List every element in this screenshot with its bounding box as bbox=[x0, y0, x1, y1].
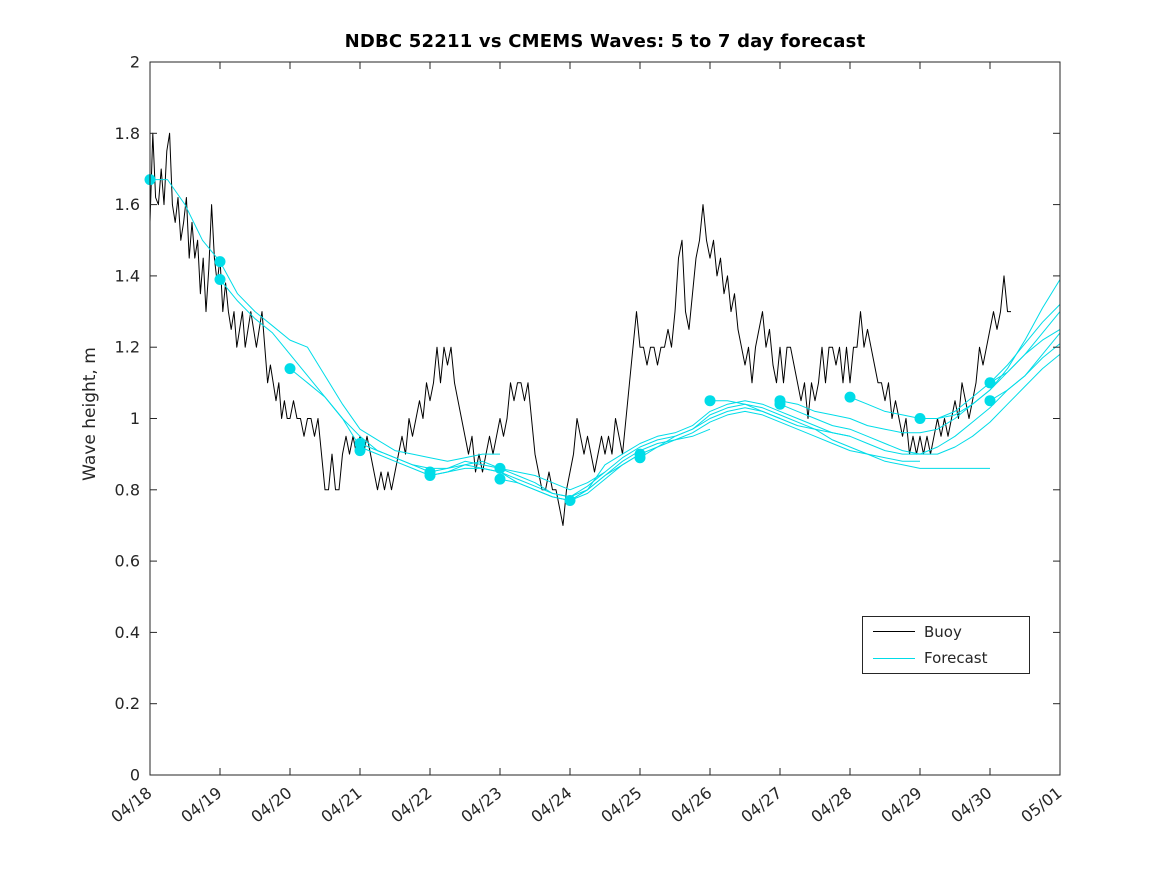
forecast-start-marker bbox=[984, 395, 996, 407]
y-axis-label: Wave height, m bbox=[80, 347, 100, 481]
x-tick-label: 04/25 bbox=[597, 783, 645, 826]
series-forecast-run-04-22 bbox=[429, 407, 781, 498]
x-tick-label: 04/28 bbox=[807, 783, 855, 826]
y-tick-label: 1.6 bbox=[115, 195, 140, 214]
series-forecast-run-04-30-b bbox=[989, 332, 1061, 402]
forecast-start-marker bbox=[984, 377, 996, 389]
forecast-start-marker bbox=[634, 452, 646, 464]
y-tick-label: 1.8 bbox=[115, 124, 140, 143]
forecast-start-marker bbox=[704, 395, 716, 407]
forecast-start-marker bbox=[214, 256, 226, 268]
y-tick-label: 0.4 bbox=[115, 623, 140, 642]
forecast-start-marker bbox=[494, 462, 506, 474]
x-tick-label: 04/26 bbox=[667, 783, 715, 826]
series-forecast-run-04-30-a bbox=[989, 311, 1061, 384]
x-tick-label: 04/20 bbox=[247, 783, 295, 826]
x-tick-label: 04/24 bbox=[527, 783, 575, 826]
series-forecast-run-04-20 bbox=[289, 368, 641, 498]
series-forecast-run-04-28 bbox=[849, 304, 1061, 419]
forecast-start-marker bbox=[774, 398, 786, 410]
series-forecast-run-04-24 bbox=[569, 410, 920, 501]
forecast-line-swatch bbox=[873, 657, 915, 659]
legend: Buoy Forecast bbox=[862, 616, 1030, 674]
x-tick-label: 04/19 bbox=[177, 783, 225, 826]
forecast-start-marker bbox=[214, 274, 226, 285]
forecast-start-marker bbox=[914, 413, 926, 424]
chart-title: NDBC 52211 vs CMEMS Waves: 5 to 7 day fo… bbox=[344, 31, 866, 52]
legend-label-buoy: Buoy bbox=[924, 622, 962, 641]
x-tick-label: 05/01 bbox=[1017, 783, 1065, 826]
x-tick-label: 04/27 bbox=[737, 783, 785, 826]
x-tick-label: 04/29 bbox=[877, 783, 925, 826]
forecast-start-marker bbox=[844, 391, 856, 403]
y-tick-label: 1.2 bbox=[115, 338, 140, 357]
x-tick-label: 04/22 bbox=[387, 783, 435, 826]
forecast-start-marker bbox=[284, 363, 296, 375]
series-forecast-run-04-18 bbox=[150, 179, 500, 462]
series-buoy bbox=[149, 132, 1011, 526]
forecast-start-marker bbox=[564, 495, 576, 506]
series-forecast-run-04-23 bbox=[499, 400, 851, 501]
series-forecast-run-04-26 bbox=[710, 343, 1061, 455]
forecast-start-marker bbox=[424, 470, 436, 481]
y-tick-label: 0.2 bbox=[115, 694, 140, 713]
series-forecast-run-04-27-b bbox=[779, 353, 1061, 455]
x-tick-label: 04/21 bbox=[317, 783, 365, 826]
y-tick-label: 1.4 bbox=[115, 266, 140, 285]
legend-label-forecast: Forecast bbox=[924, 649, 988, 668]
series-forecast-run-04-19 bbox=[219, 279, 606, 491]
forecast-start-marker bbox=[494, 473, 506, 485]
buoy-line-swatch bbox=[873, 631, 915, 633]
legend-entry-buoy: Buoy bbox=[863, 620, 1029, 644]
series-forecast-run-04-29 bbox=[920, 279, 1061, 419]
x-tick-label: 04/30 bbox=[947, 783, 995, 826]
x-tick-label: 04/18 bbox=[107, 783, 155, 826]
y-tick-label: 0 bbox=[130, 766, 140, 785]
y-tick-label: 0.6 bbox=[115, 552, 140, 571]
legend-entry-forecast: Forecast bbox=[863, 646, 1029, 670]
y-tick-label: 0.8 bbox=[115, 480, 140, 499]
y-tick-label: 1 bbox=[130, 409, 140, 428]
x-tick-label: 04/23 bbox=[457, 783, 505, 826]
y-tick-label: 2 bbox=[130, 53, 140, 72]
forecast-start-marker bbox=[354, 445, 366, 457]
